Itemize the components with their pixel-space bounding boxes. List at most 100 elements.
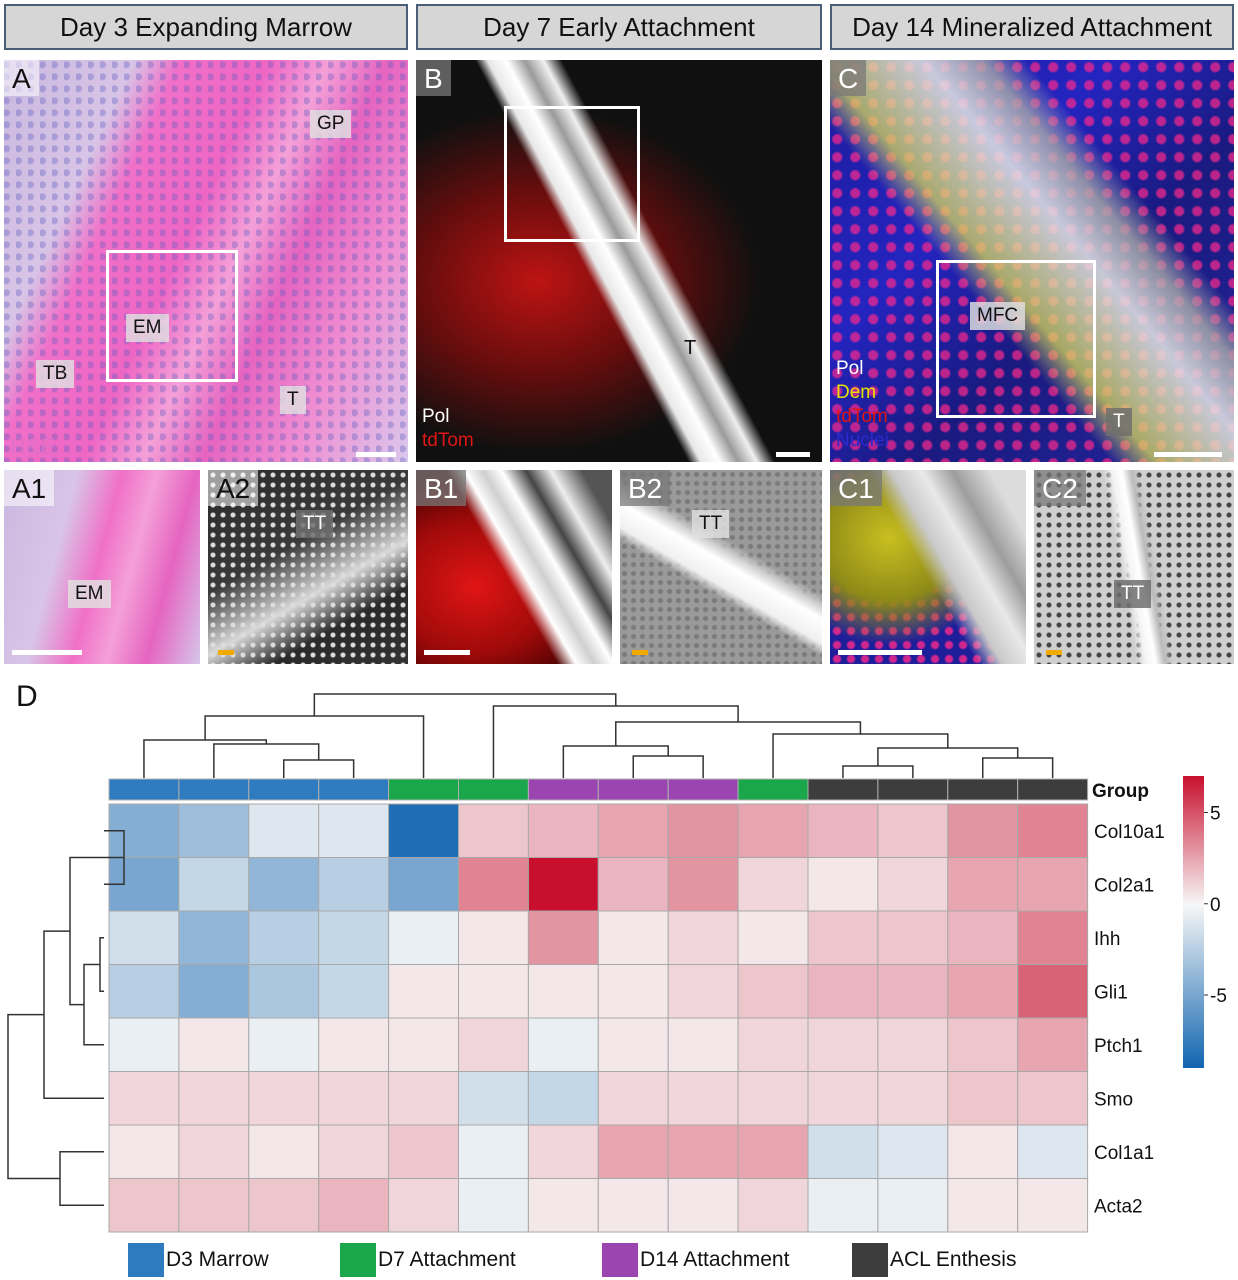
panel-label-a2: A2 [208,470,259,506]
panel-label-c: C [830,60,867,96]
group-cell [947,778,1019,801]
column-dendrogram-branch [772,733,949,778]
heatmap-cell [1017,803,1089,858]
heatmap-cell [807,803,879,858]
zoom-box-b [504,106,640,242]
heatmap-cell [667,1178,739,1233]
tag-em-a1: EM [68,580,111,608]
heatmap-cell [458,964,529,1019]
legend-label-d7: D7 Attachment [378,1248,516,1271]
column-dendrogram-branch [842,765,914,778]
group-cell [527,778,599,801]
heatmap-cell [1017,964,1089,1019]
heatmap-cell [388,803,460,858]
row-label: Ptch1 [1094,1036,1143,1057]
legend-swatch-d14 [602,1243,638,1277]
stain-label-he: H&E [10,434,56,459]
heatmap-cell [178,1071,250,1126]
heatmap-cell [248,1124,320,1179]
heatmap-cell [807,1017,879,1072]
scale-bar-b2 [632,650,648,655]
panel-c-image: C MFC T Pol Dem tdTom Nuclei [830,60,1234,462]
scale-bar-a2 [218,650,234,655]
row-dendrogram-branch [59,1151,104,1206]
heatmap-cell [737,910,809,965]
heatmap-cell [458,1017,529,1072]
scale-bar-c2 [1046,650,1062,655]
heatmap-cell [737,1017,809,1072]
heatmap-cell [318,1071,390,1126]
heatmap-cell [667,910,739,965]
tag-tb: TB [36,360,75,388]
heatmap-cell [667,803,739,858]
heatmap-cell [527,1124,599,1179]
heatmap-cell [947,1124,1019,1179]
group-cell [667,778,739,801]
group-cell [807,778,879,801]
heatmap-cell [178,857,250,912]
tag-t-c: T [1106,408,1132,436]
colorbar [1183,776,1204,1068]
panel-label-a1: A1 [4,470,55,506]
heatmap-cell [458,1071,529,1126]
heatmap-cell [178,910,250,965]
tag-em: EM [126,314,169,342]
panel-b1-image: B1 [416,470,612,664]
heatmap-cell [248,857,320,912]
legend-tdtom-c: tdTom [836,406,888,427]
heatmap-cell [388,1017,460,1072]
heatmap-cell [318,1124,390,1179]
panel-a2-image: A2 TT [208,470,408,664]
heatmap-cell [737,1124,809,1179]
heatmap-cell [108,964,180,1019]
row-label: Acta2 [1094,1196,1143,1217]
heatmap-cell [807,910,879,965]
legend-dem-c: Dem [836,382,877,403]
header-day14: Day 14 Mineralized Attachment [830,4,1234,50]
scale-bar-b [776,452,810,457]
heatmap-cell [597,803,669,858]
row-label: Col2a1 [1094,875,1154,896]
group-cell [318,778,390,801]
group-cell [1017,778,1089,801]
heatmap-cell [248,1071,320,1126]
legend-swatch-d7 [340,1243,376,1277]
heatmap-cell [527,1178,599,1233]
legend-pol-b: Pol [422,406,450,427]
heatmap-cell [178,1178,250,1233]
heatmap-cell [597,857,669,912]
heatmap-cell [1017,910,1089,965]
heatmap-cell [458,803,529,858]
zoom-box-c [936,260,1096,418]
heatmap-cell [947,857,1019,912]
heatmap-cell [318,857,390,912]
tag-tt-b2: TT [692,510,730,538]
heatmap-cell [248,803,320,858]
panel-a-image: A GP EM TB T H&E [4,60,408,462]
heatmap-cell [527,910,599,965]
group-cell [597,778,669,801]
heatmap-cell [947,910,1019,965]
panel-label-d: D [16,680,38,713]
panel-label-c2: C2 [1034,470,1086,506]
row-label: Col1a1 [1094,1143,1154,1164]
heatmap-cell [947,964,1019,1019]
heatmap-cell [667,1017,739,1072]
column-dendrogram-branch [632,755,704,778]
group-cell [458,778,529,801]
heatmap-cell [807,857,879,912]
row-label: Gli1 [1094,982,1128,1003]
scale-bar-c1 [838,650,922,655]
heatmap-cell [1017,1071,1089,1126]
heatmap-cell [318,1178,390,1233]
heatmap-cell [388,1178,460,1233]
scale-bar-c [1154,452,1222,457]
legend-label-d14: D14 Attachment [640,1248,790,1271]
tag-t-b: T [684,337,697,359]
colorbar-tick-label: 5 [1210,804,1221,825]
panel-label-b2: B2 [620,470,671,506]
heatmap-cell [597,1124,669,1179]
heatmap-cell [108,1017,180,1072]
panel-c2-image: C2 TT [1034,470,1234,664]
column-dendrogram-branch [313,693,617,716]
